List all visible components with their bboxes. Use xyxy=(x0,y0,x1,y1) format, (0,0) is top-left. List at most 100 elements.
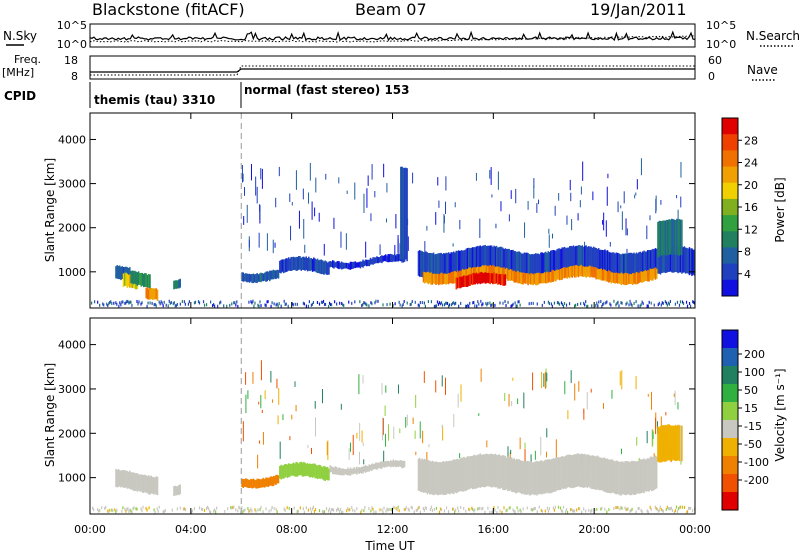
band-cell xyxy=(136,272,139,286)
band-cell xyxy=(666,219,668,256)
scatter-cell xyxy=(368,304,370,308)
band-cell xyxy=(618,461,620,495)
band-cell xyxy=(310,258,313,271)
band-cell xyxy=(655,456,658,489)
band-cell xyxy=(602,250,605,278)
band-cell xyxy=(663,246,665,273)
band-cell xyxy=(485,246,488,273)
scatter-cell xyxy=(396,508,398,512)
scatter-cell xyxy=(629,299,631,303)
band-cell xyxy=(468,247,470,275)
scatter-cell xyxy=(669,507,671,511)
scatter-cell xyxy=(547,300,549,304)
band-cell xyxy=(601,458,604,491)
band-cell xyxy=(654,248,657,275)
band-cell xyxy=(510,269,513,281)
noise-cell xyxy=(381,383,383,395)
scatter-cell xyxy=(352,508,354,512)
noise-cell xyxy=(524,222,526,238)
scatter-cell xyxy=(649,505,651,509)
band-cell xyxy=(514,459,517,494)
band-cell xyxy=(368,259,371,267)
scatter-cell xyxy=(553,301,556,305)
band-cell xyxy=(568,454,571,488)
band-cell xyxy=(279,466,281,479)
band-cell xyxy=(575,454,577,487)
band-cell xyxy=(479,453,481,488)
band-cell xyxy=(610,252,613,278)
band-cell xyxy=(125,470,127,488)
band-cell xyxy=(558,248,561,276)
band-cell xyxy=(558,457,561,490)
band-cell xyxy=(541,273,543,284)
scatter-cell xyxy=(468,304,470,308)
band-cell xyxy=(318,260,320,274)
band-cell xyxy=(552,269,555,282)
noise-cell xyxy=(452,243,454,247)
band-cell xyxy=(460,250,463,278)
scatter-cell xyxy=(135,507,137,511)
band-cell xyxy=(316,465,319,480)
noise-cell xyxy=(399,243,401,260)
scatter-cell xyxy=(271,505,273,509)
band-cell xyxy=(513,250,516,278)
band-cell xyxy=(571,454,573,488)
band-cell xyxy=(366,466,368,472)
band-cell xyxy=(534,273,537,286)
band-cell xyxy=(335,466,338,475)
band-cell xyxy=(500,273,503,285)
noise-cell xyxy=(558,193,560,201)
scatter-cell xyxy=(273,506,275,510)
band-cell xyxy=(553,270,556,281)
band-cell xyxy=(538,461,541,495)
band-cell xyxy=(417,458,420,491)
scatter-cell xyxy=(148,506,150,510)
band-cell xyxy=(437,273,440,286)
cpid-mode-1: themis (tau) 3310 xyxy=(94,93,215,107)
scatter-cell xyxy=(411,506,413,510)
scatter-cell xyxy=(403,300,405,304)
noise-cell xyxy=(524,442,526,449)
scatter-cell xyxy=(471,506,473,510)
band-cell xyxy=(454,459,456,493)
scatter-cell xyxy=(438,510,441,514)
noise-cell xyxy=(536,203,538,213)
scatter-cell xyxy=(443,509,446,513)
band-cell xyxy=(555,457,557,492)
scatter-cell xyxy=(126,299,128,303)
band-cell xyxy=(122,469,125,488)
scatter-cell xyxy=(136,299,138,303)
scatter-cell xyxy=(339,301,341,305)
noise-cell xyxy=(407,236,409,251)
scatter-cell xyxy=(266,300,268,304)
scatter-cell xyxy=(318,302,321,306)
noise-cell xyxy=(388,424,390,441)
band-cell xyxy=(481,454,484,487)
band-cell xyxy=(450,271,452,284)
noise-cell xyxy=(603,403,604,409)
band-cell xyxy=(291,463,294,476)
band-cell xyxy=(439,274,441,285)
band-cell xyxy=(560,456,562,490)
band-cell xyxy=(286,464,289,479)
x-tick-label: 12:00 xyxy=(377,523,409,536)
scatter-cell xyxy=(605,301,607,305)
band-cell xyxy=(502,267,504,279)
noise-cell xyxy=(650,391,652,410)
band-cell xyxy=(444,253,446,280)
colorbar-tick-label: 16 xyxy=(744,201,758,214)
date-title: 19/Jan/2011 xyxy=(590,0,687,19)
scatter-cell xyxy=(254,301,256,305)
band-cell xyxy=(126,471,129,489)
noise-cell xyxy=(564,381,566,395)
scatter-cell xyxy=(203,508,206,512)
noise-cell xyxy=(534,450,536,460)
band-cell xyxy=(599,249,601,276)
scatter-cell xyxy=(558,302,561,306)
band-cell xyxy=(657,247,659,274)
band-cell xyxy=(586,266,589,277)
scatter-cell xyxy=(422,506,424,510)
band-cell xyxy=(434,254,436,280)
band-cell xyxy=(429,272,431,284)
band-cell xyxy=(483,454,485,488)
